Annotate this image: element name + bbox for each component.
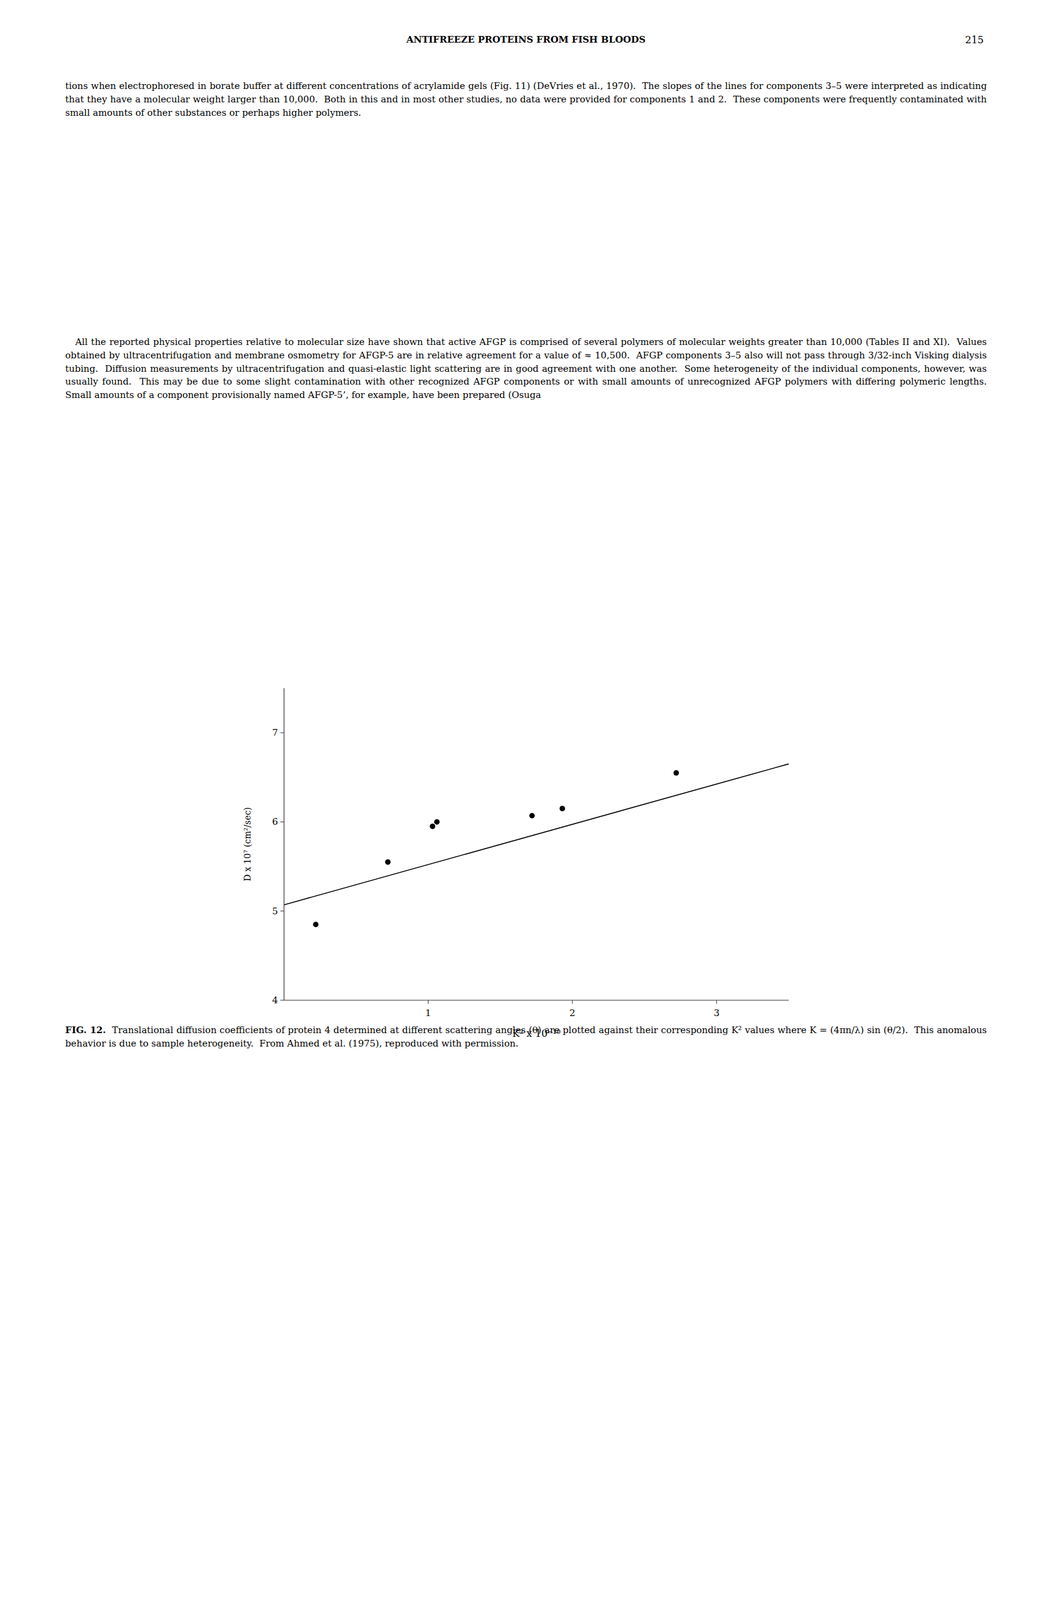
y-tick-label: 7 <box>271 727 278 739</box>
caption-label: FIG. 12. <box>65 1024 107 1036</box>
scatter-point <box>429 823 436 829</box>
y-tick <box>280 821 285 823</box>
caption-body: Translational diffusion coefficients of … <box>65 1024 990 1049</box>
scatter-point <box>559 805 566 812</box>
x-tick-label: 3 <box>713 1007 720 1019</box>
x-axis-line <box>284 999 789 1001</box>
scatter-point <box>529 813 535 819</box>
body-paragraph: tions when electrophoresed in borate buf… <box>65 79 987 120</box>
body-paragraph: All the reported physical properties rel… <box>65 335 987 403</box>
plot-area <box>284 763 789 928</box>
scatter-point <box>313 921 319 928</box>
x-tick <box>427 1000 429 1004</box>
y-tick <box>280 732 285 734</box>
y-tick <box>280 910 285 912</box>
page-number: 215 <box>964 34 984 46</box>
y-tick-label: 4 <box>271 994 278 1006</box>
scatter-point <box>673 769 679 776</box>
y-tick-label: 5 <box>271 905 278 917</box>
page-header: ANTIFREEZE PROTEINS FROM FISH BLOODS <box>0 34 1052 46</box>
figure-caption: FIG. 12. Translational diffusion coeffic… <box>65 1023 987 1051</box>
x-tick <box>716 1000 717 1004</box>
x-tick <box>572 1000 573 1004</box>
y-tick-label: 6 <box>271 816 278 828</box>
scatter-point <box>385 859 391 865</box>
y-axis-label: D x 10⁷ (cm²/sec) <box>242 806 253 882</box>
x-tick-label: 2 <box>569 1007 576 1019</box>
y-tick <box>280 1000 285 1001</box>
chart: 1234567K² x 10⁻¹⁰D x 10⁷ (cm²/sec) <box>229 675 807 1049</box>
fit-line <box>284 763 789 905</box>
x-tick-label: 1 <box>425 1007 432 1019</box>
scatter-point <box>433 819 440 825</box>
y-axis-line <box>283 688 285 1001</box>
